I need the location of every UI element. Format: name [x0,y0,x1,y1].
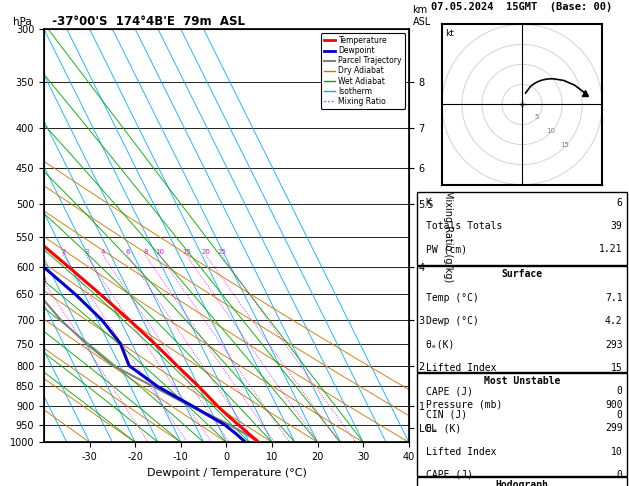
Text: 4.2: 4.2 [605,316,623,327]
Bar [417,192,627,265]
Text: 3: 3 [84,249,89,255]
Text: Pressure (mb): Pressure (mb) [426,400,502,410]
Text: θₑ (K): θₑ (K) [426,423,461,434]
Text: 0: 0 [616,410,623,420]
Text: 25: 25 [218,249,226,255]
Text: Lifted Index: Lifted Index [426,447,496,457]
Text: 293: 293 [605,340,623,350]
Text: 1: 1 [42,277,47,282]
Text: 6: 6 [125,249,130,255]
X-axis label: Dewpoint / Temperature (°C): Dewpoint / Temperature (°C) [147,468,306,478]
Text: hPa: hPa [13,17,32,27]
Text: 7.1: 7.1 [605,293,623,303]
Text: -37°00'S  174°4B'E  79m  ASL: -37°00'S 174°4B'E 79m ASL [44,15,245,28]
Text: K: K [426,198,431,208]
Text: Lifted Index: Lifted Index [426,363,496,373]
Text: 20: 20 [202,249,211,255]
Bar [417,373,627,476]
Text: CAPE (J): CAPE (J) [426,470,473,480]
Text: 15: 15 [611,363,623,373]
Legend: Temperature, Dewpoint, Parcel Trajectory, Dry Adiabat, Wet Adiabat, Isotherm, Mi: Temperature, Dewpoint, Parcel Trajectory… [321,33,405,109]
Bar [417,477,627,486]
Text: 15: 15 [182,249,191,255]
Text: Totals Totals: Totals Totals [426,221,502,231]
Text: 39: 39 [611,221,623,231]
Text: 5: 5 [534,114,538,120]
Text: 10: 10 [611,447,623,457]
Text: 07.05.2024  15GMT  (Base: 00): 07.05.2024 15GMT (Base: 00) [431,2,613,13]
Text: Temp (°C): Temp (°C) [426,293,479,303]
Text: 2: 2 [62,249,65,255]
Text: 1.21: 1.21 [599,244,623,255]
Text: Most Unstable: Most Unstable [484,376,560,386]
Text: km
ASL: km ASL [413,5,431,27]
Text: 6: 6 [616,198,623,208]
Text: 0: 0 [616,470,623,480]
Text: 900: 900 [605,400,623,410]
Text: Dewp (°C): Dewp (°C) [426,316,479,327]
Text: Hodograph: Hodograph [496,480,548,486]
Bar [417,266,627,372]
Text: 299: 299 [605,423,623,434]
Text: 8: 8 [143,249,148,255]
Text: 10: 10 [546,128,555,134]
Text: Surface: Surface [501,269,543,279]
Text: θₑ(K): θₑ(K) [426,340,455,350]
Text: kt: kt [445,29,454,38]
Text: 15: 15 [560,142,569,148]
Text: PW (cm): PW (cm) [426,244,467,255]
Text: CAPE (J): CAPE (J) [426,386,473,397]
Y-axis label: Mixing Ratio (g/kg): Mixing Ratio (g/kg) [443,190,453,282]
Text: CIN (J): CIN (J) [426,410,467,420]
Text: 0: 0 [616,386,623,397]
Text: 4: 4 [101,249,105,255]
Text: 10: 10 [155,249,164,255]
